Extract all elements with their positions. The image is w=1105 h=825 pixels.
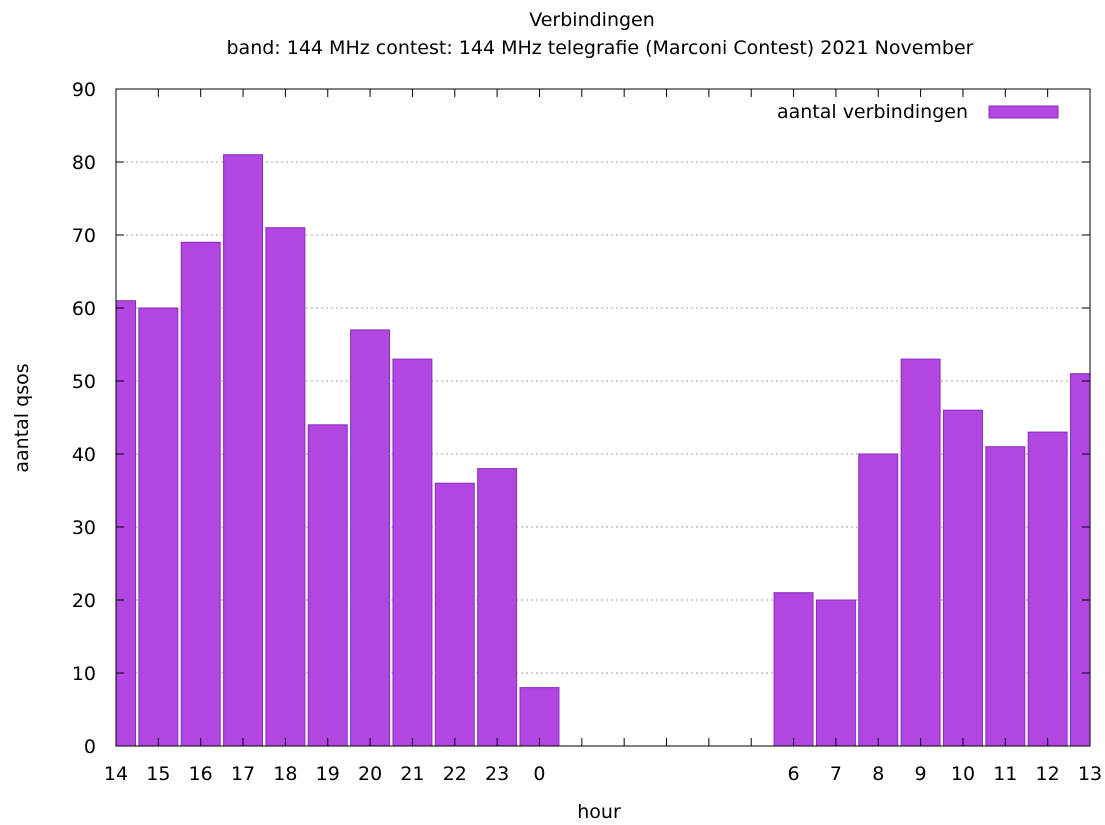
bar	[942, 409, 983, 747]
y-tick-label: 90	[72, 79, 96, 101]
y-axis-label: aantal qsos	[11, 363, 33, 472]
y-tick-label: 10	[72, 663, 96, 685]
x-tick-label: 15	[146, 763, 170, 785]
x-tick-label: 17	[231, 763, 255, 785]
x-tick-label: 9	[915, 763, 927, 785]
x-tick-label: 6	[788, 763, 800, 785]
plot-frame	[115, 88, 1091, 747]
bar	[900, 358, 941, 747]
bar	[350, 329, 391, 747]
y-tick-label: 70	[72, 225, 96, 247]
y-tick-label: 20	[72, 590, 96, 612]
x-tick-label: 22	[443, 763, 467, 785]
x-axis-label: hour	[577, 801, 621, 823]
bar	[180, 241, 221, 747]
bar	[392, 358, 433, 747]
bar	[265, 227, 306, 747]
x-tick-label: 16	[189, 763, 213, 785]
bar	[115, 300, 136, 747]
bar	[773, 592, 814, 747]
bar	[815, 599, 856, 747]
bar	[985, 446, 1026, 747]
x-tick-label: 0	[533, 763, 545, 785]
x-tick-label: 14	[104, 763, 128, 785]
y-tick-label: 40	[72, 444, 96, 466]
x-tick-label: 10	[951, 763, 975, 785]
x-tick-label: 12	[1036, 763, 1060, 785]
x-tick-label: 21	[400, 763, 424, 785]
bar	[138, 307, 179, 747]
bar	[519, 687, 560, 747]
bar	[307, 424, 348, 747]
y-tick-label: 0	[84, 736, 96, 758]
legend-label: aantal verbindingen	[777, 101, 968, 123]
x-tick-label: 18	[273, 763, 297, 785]
y-tick-label: 30	[72, 517, 96, 539]
bar	[1070, 373, 1091, 747]
x-tick-labels: 14 15 16 17 18 19 20 21 22 23 0 6 7 8 9 10 11 12 13	[104, 763, 1102, 785]
x-tick-label: 23	[485, 763, 509, 785]
legend-swatch	[988, 105, 1059, 119]
bars	[115, 154, 1091, 747]
legend: aantal verbindingen	[777, 101, 1059, 123]
bar	[477, 468, 518, 747]
bar	[434, 482, 475, 747]
y-tick-label: 80	[72, 152, 96, 174]
x-tick-label: 11	[993, 763, 1017, 785]
x-tick-label: 13	[1078, 763, 1102, 785]
bar	[1027, 431, 1068, 747]
x-tick-label: 20	[358, 763, 382, 785]
chart-title: Verbindingen	[529, 9, 655, 31]
x-tick-label: 19	[316, 763, 340, 785]
y-tick-labels: 0 10 20 30 40 50 60 70 80 90	[72, 79, 96, 758]
x-tick-label: 8	[872, 763, 884, 785]
x-tick-label: 7	[830, 763, 842, 785]
bar	[858, 453, 899, 747]
bar	[223, 154, 264, 747]
y-tick-label: 50	[72, 371, 96, 393]
y-tick-label: 60	[72, 298, 96, 320]
chart-subtitle: band: 144 MHz contest: 144 MHz telegrafi…	[227, 37, 974, 59]
